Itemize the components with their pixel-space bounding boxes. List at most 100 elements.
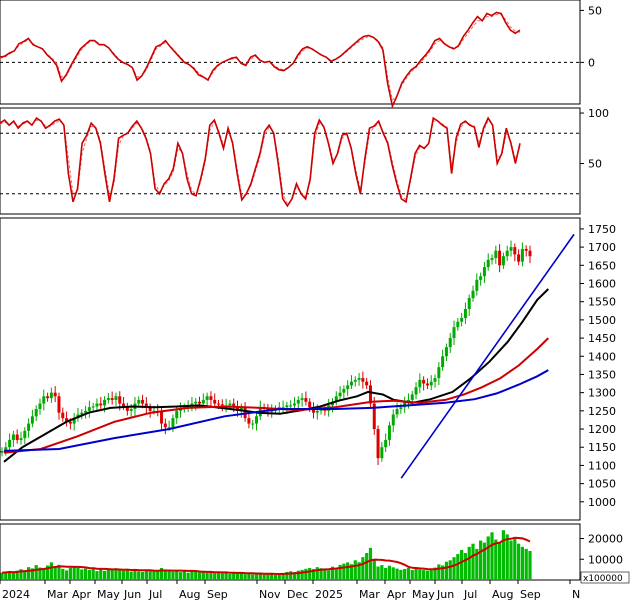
volume-bar — [228, 573, 232, 580]
volume-bar — [433, 567, 437, 580]
volume-bar — [475, 548, 479, 580]
volume-bar — [403, 569, 407, 580]
candle-body — [524, 248, 528, 251]
y-tick-label: 1200 — [588, 423, 616, 436]
volume-bar — [148, 570, 152, 580]
y-tick-label: 1050 — [588, 478, 616, 491]
candle-body — [148, 407, 152, 411]
volume-bar — [365, 553, 369, 580]
volume-bar — [178, 572, 183, 580]
candle-body — [460, 318, 464, 322]
volume-bar — [368, 547, 373, 580]
volume-bar — [64, 570, 69, 580]
x-tick-label: May — [412, 588, 435, 601]
oscillator-signal-line — [0, 14, 521, 101]
candle-body — [296, 399, 300, 404]
volume-bar — [277, 574, 281, 580]
volume-bar — [387, 565, 392, 580]
volume-bar — [137, 571, 141, 580]
x-tick-label: Apr — [387, 588, 407, 601]
candle-body — [353, 379, 357, 382]
volume-bar — [479, 540, 483, 580]
volume-bar — [270, 573, 274, 580]
volume-bar — [49, 562, 53, 580]
volume-bar — [498, 542, 502, 580]
volume-bar — [418, 569, 422, 580]
volume-bar — [7, 571, 12, 580]
candle-body — [387, 425, 391, 440]
volume-bar — [106, 569, 110, 580]
volume-bar — [517, 543, 521, 580]
volume-bar — [505, 534, 509, 580]
volume-scale-box — [580, 571, 630, 584]
volume-bar — [42, 567, 46, 580]
candle-body — [179, 409, 183, 411]
volume-bar — [422, 570, 426, 580]
candle-body — [201, 399, 205, 404]
candle-body — [315, 410, 319, 413]
candle-body — [513, 247, 517, 255]
volume-bar — [376, 566, 380, 580]
candle-body — [338, 392, 342, 397]
x-tick-label: Jul — [148, 588, 162, 601]
volume-bar — [243, 574, 247, 580]
candle-body — [418, 379, 422, 388]
candle-body — [72, 418, 76, 424]
candle-body — [376, 429, 380, 459]
candle-body — [125, 406, 129, 411]
y-tick-label: 1250 — [588, 405, 616, 418]
volume-bar — [292, 572, 297, 580]
y-tick-label: 1000 — [588, 496, 616, 509]
volume-bar — [289, 571, 293, 580]
candle-body — [30, 416, 34, 424]
volume-bar — [163, 569, 167, 580]
candle-body — [429, 381, 433, 386]
candle-body — [448, 338, 452, 348]
volume-bar — [102, 570, 107, 580]
panel-frame-price — [0, 217, 581, 521]
volume-bar — [235, 573, 240, 580]
volume-bar — [247, 573, 251, 580]
volume-bar — [19, 569, 23, 580]
candle-body — [160, 411, 164, 424]
y-tick-label: 100 — [588, 107, 609, 120]
y-tick-label: 1600 — [588, 277, 616, 290]
volume-bar — [209, 572, 213, 580]
candle-body — [399, 407, 403, 410]
candle-body — [4, 447, 8, 451]
volume-bar — [524, 548, 528, 580]
volume-bar — [296, 570, 300, 580]
candle-body — [27, 423, 31, 431]
candle-body — [23, 430, 27, 439]
candle-body — [395, 409, 399, 415]
candle-body — [141, 399, 145, 404]
candle-body — [91, 406, 95, 408]
volume-bar — [133, 570, 137, 580]
candle-body — [372, 403, 376, 430]
candle-body — [65, 418, 69, 422]
y-tick-label: 50 — [588, 4, 602, 17]
candle-body — [137, 399, 141, 404]
x-tick-label: N — [572, 588, 580, 601]
volume-bar — [425, 570, 430, 580]
candle-body — [292, 403, 296, 406]
candle-body — [220, 404, 224, 406]
volume-bar — [125, 569, 129, 580]
volume-bar — [315, 567, 319, 580]
y-tick-label: 1550 — [588, 296, 616, 309]
candle-body — [198, 401, 202, 404]
volume-bar — [91, 567, 95, 580]
volume-bar — [140, 571, 145, 580]
x-tick-label: Aug — [179, 588, 200, 601]
volume-ma-line — [1, 536, 531, 576]
volume-bar — [186, 572, 190, 580]
volume-bar — [175, 570, 179, 580]
volume-bar — [190, 571, 194, 580]
volume-bar — [4, 572, 8, 580]
candle-body — [391, 414, 395, 426]
volume-bar — [156, 570, 160, 580]
volume-bar — [395, 568, 399, 580]
candle-body — [38, 403, 42, 410]
candle-body — [95, 403, 99, 407]
y-tick-label: 10000 — [588, 553, 623, 566]
